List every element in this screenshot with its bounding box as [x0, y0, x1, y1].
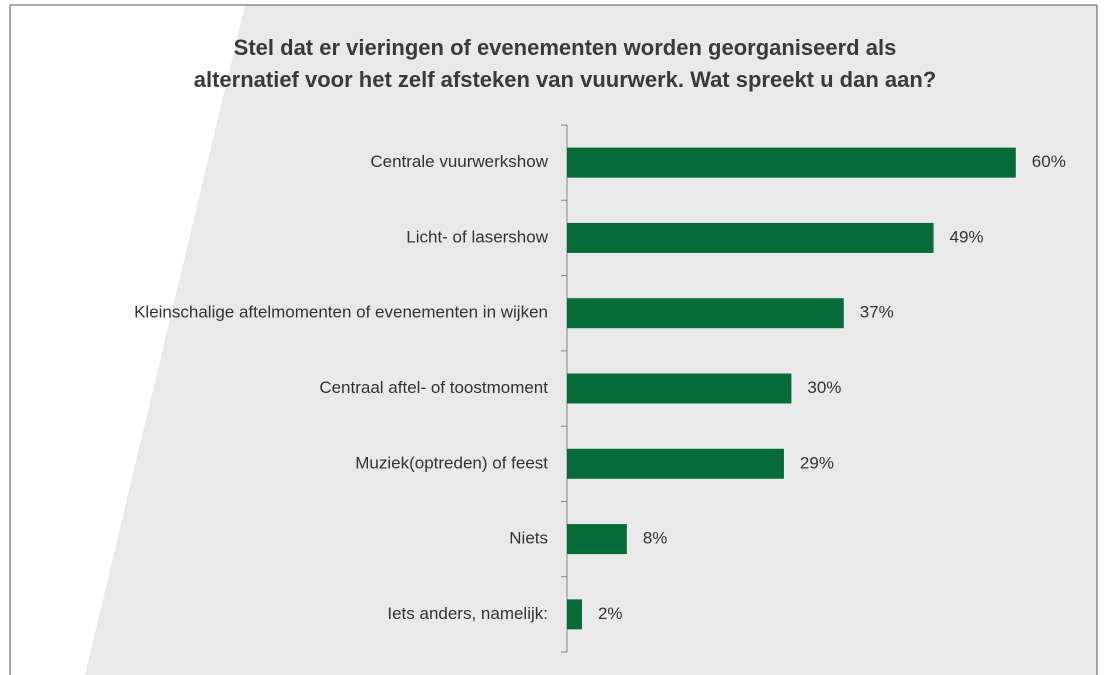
- value-label: 49%: [950, 227, 984, 246]
- category-label: Centraal aftel- of toostmoment: [319, 378, 548, 397]
- value-label: 8%: [643, 529, 668, 548]
- value-label: 2%: [598, 604, 623, 623]
- value-label: 29%: [800, 453, 834, 472]
- bar: [567, 599, 582, 630]
- category-label: Iets anders, namelijk:: [387, 604, 548, 623]
- category-label: Centrale vuurwerkshow: [370, 152, 548, 171]
- bar: [567, 524, 627, 555]
- category-label: Muziek(optreden) of feest: [355, 453, 548, 472]
- value-label: 37%: [860, 303, 894, 322]
- chart-title: Stel dat er vieringen of evenementen wor…: [193, 35, 937, 92]
- bar: [567, 147, 1016, 178]
- value-label: 30%: [807, 378, 841, 397]
- bar: [567, 222, 934, 253]
- category-label: Niets: [509, 529, 548, 548]
- background-shape: [85, 5, 1097, 675]
- category-label: Licht- of lasershow: [406, 227, 548, 246]
- bar: [567, 448, 784, 479]
- category-label: Kleinschalige aftelmomenten of evenement…: [134, 303, 548, 322]
- bar: [567, 373, 792, 404]
- value-label: 60%: [1032, 152, 1066, 171]
- bar: [567, 298, 844, 329]
